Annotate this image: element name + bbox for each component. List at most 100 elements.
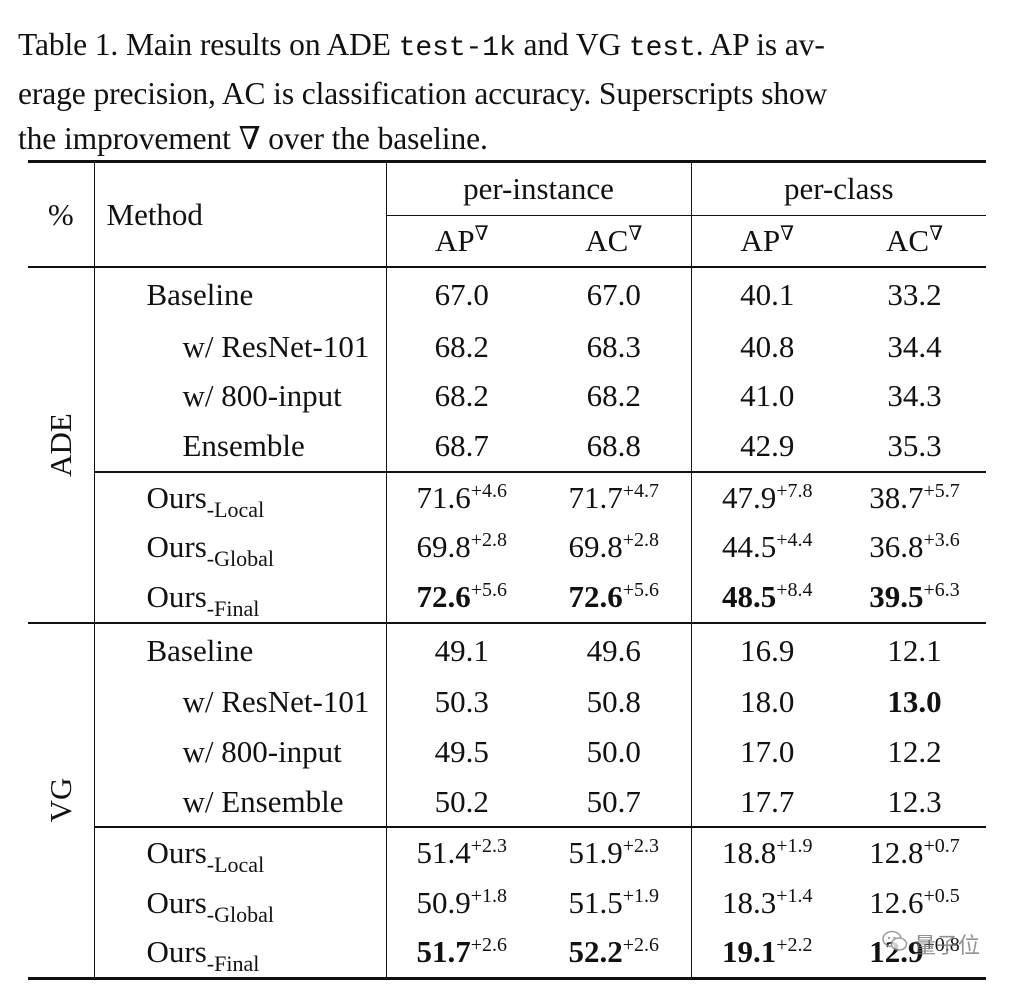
metric-header-2: AP∇ — [740, 223, 795, 258]
value-cell: 67.0 — [537, 267, 692, 322]
value-cell: 18.8+1.9 — [722, 835, 813, 871]
value-cell: 48.5+8.4 — [691, 571, 844, 624]
value-cell: 50.7 — [537, 776, 692, 829]
method-cell: w/ ResNet-101 — [94, 322, 387, 372]
table-row: Ours-Final 72.6+5.6 72.6+5.6 48.5+8.4 39.5+6… — [28, 571, 987, 624]
group-label-ade: ADE — [28, 267, 95, 624]
improvement-superscript: +6.3 — [923, 578, 960, 601]
method-cell: Ensemble — [94, 421, 387, 473]
value-cell: 38.7+5.7 — [869, 479, 960, 515]
improvement-superscript: +1.9 — [622, 884, 660, 907]
value-cell: 34.3 — [887, 378, 942, 414]
method-cell: Ours-Global — [94, 877, 387, 928]
value-cell: 47.9+7.8 — [722, 479, 813, 515]
improvement-superscript: +5.6 — [470, 578, 508, 601]
improvement-superscript: +0.5 — [923, 884, 960, 907]
improvement-superscript: +7.8 — [776, 479, 813, 502]
table-row: Ours-Global 69.8+2.8 69.8+2.8 44.5+4.4 36.8+… — [28, 522, 986, 572]
per-instance-header: per-instance — [386, 161, 692, 216]
value-cell: 39.5+6.3 — [843, 571, 987, 624]
value-cell: 50.9+1.8 — [416, 884, 508, 920]
wechat-icon — [882, 930, 908, 958]
caption-line-3: the improvement ∇ over the baseline. — [18, 121, 488, 156]
value-cell: 71.6+4.6 — [416, 479, 508, 515]
table-row: w/ Ensemble 50.2 50.7 17.7 12.3 — [28, 776, 987, 829]
value-cell: 12.2 — [887, 733, 942, 769]
metric-header-0: AP∇ — [434, 223, 489, 258]
table-row: Ours-Local 51.4+2.3 51.9+2.3 18.8+1.9 12.8+0… — [28, 827, 986, 878]
value-cell: 51.9+2.3 — [537, 827, 692, 878]
value-cell: 12.3 — [843, 776, 987, 829]
percent-header: % — [28, 161, 95, 268]
value-cell: 18.0 — [740, 684, 795, 720]
nabla-mark: ∇ — [628, 223, 643, 245]
value-cell: 18.3+1.4 — [722, 884, 813, 920]
variant-subscript: -Global — [206, 546, 274, 572]
table-row: Ensemble 68.7 68.8 42.9 35.3 — [28, 421, 987, 473]
watermark: 量子位 — [882, 928, 980, 960]
table-row: Ours-Final 51.7+2.6 52.2+2.6 19.1+2.2 12.9+0… — [28, 927, 987, 981]
nabla-mark: ∇ — [780, 223, 795, 245]
value-cell: 35.3 — [843, 421, 987, 473]
value-cell: 68.2 — [434, 378, 489, 414]
improvement-superscript: +2.6 — [622, 934, 660, 957]
method-cell: Baseline — [94, 622, 387, 678]
improvement-superscript: +2.2 — [776, 934, 813, 957]
value-cell: 67.0 — [434, 277, 489, 312]
value-cell: 12.8+0.7 — [869, 835, 960, 871]
improvement-superscript: +0.8 — [923, 934, 960, 957]
code-test-1k: test-1k — [398, 33, 516, 64]
value-cell: 52.2+2.6 — [537, 927, 692, 981]
value-cell: 17.7 — [691, 776, 844, 829]
metric-header-3: AC∇ — [886, 223, 944, 258]
method-cell: w/ 800-input — [94, 371, 387, 422]
method-cell: Ours-Global — [94, 522, 387, 572]
nabla-mark: ∇ — [474, 223, 489, 245]
value-cell: 69.8+2.8 — [537, 522, 692, 572]
value-cell: 72.6+5.6 — [386, 571, 537, 624]
value-cell: 33.2 — [887, 277, 942, 312]
table-row: Ours-Global 50.9+1.8 51.5+1.9 18.3+1.4 12.6+… — [28, 877, 986, 928]
improvement-superscript: +1.8 — [470, 884, 508, 907]
value-cell: 72.6+5.6 — [537, 571, 692, 624]
group-label-vg: VG — [28, 622, 95, 981]
improvement-superscript: +2.6 — [470, 934, 508, 957]
improvement-superscript: +4.4 — [776, 529, 813, 552]
value-cell: 50.2 — [386, 776, 537, 829]
method-cell: w/ Ensemble — [94, 776, 387, 829]
results-table: % Method per-instance per-class AP∇ AC∇ AP… — [28, 160, 987, 981]
improvement-superscript: +1.4 — [776, 884, 813, 907]
improvement-superscript: +2.3 — [470, 835, 508, 858]
value-cell: 42.9 — [691, 421, 844, 473]
table-row: Ours-Local 71.6+4.6 71.7+4.7 47.9+7.8 38.7+5… — [28, 471, 986, 523]
value-cell: 49.6 — [537, 622, 692, 678]
table-row: w/ ResNet-101 50.3 50.8 18.0 13.0 — [28, 677, 986, 728]
improvement-superscript: +3.6 — [923, 529, 960, 552]
method-cell: Baseline — [94, 267, 387, 322]
method-cell: Ours-Final — [94, 927, 387, 981]
value-cell: 49.5 — [434, 733, 489, 769]
caption-line-2: erage precision, AC is classification ac… — [18, 76, 828, 111]
variant-subscript: -Global — [206, 901, 274, 927]
per-class-header: per-class — [691, 161, 987, 216]
value-cell: 68.3 — [537, 322, 692, 372]
value-cell: 44.5+4.4 — [722, 529, 813, 565]
value-cell: 40.8 — [740, 328, 795, 364]
table-row: w/ 800-input 49.5 50.0 17.0 12.2 — [28, 727, 986, 777]
value-cell: 12.1 — [887, 632, 942, 668]
method-cell: Ours-Local — [94, 471, 387, 523]
value-cell: 68.7 — [386, 421, 537, 473]
value-cell: 68.8 — [537, 421, 692, 473]
value-cell: 40.1 — [740, 277, 795, 312]
value-cell: 13.0 — [887, 684, 942, 720]
improvement-superscript: +8.4 — [776, 578, 813, 601]
variant-subscript: -Local — [206, 852, 265, 878]
value-cell: 17.0 — [740, 733, 795, 769]
value-cell: 12.6+0.5 — [869, 884, 960, 920]
metric-header-1: AC∇ — [537, 215, 692, 267]
value-cell: 16.9 — [740, 632, 795, 668]
value-cell: 69.8+2.8 — [416, 529, 508, 565]
value-cell: 36.8+3.6 — [869, 529, 960, 565]
table-row: VG Baseline 49.1 49.6 16.9 12.1 — [28, 622, 986, 981]
value-cell: 51.5+1.9 — [537, 877, 692, 928]
